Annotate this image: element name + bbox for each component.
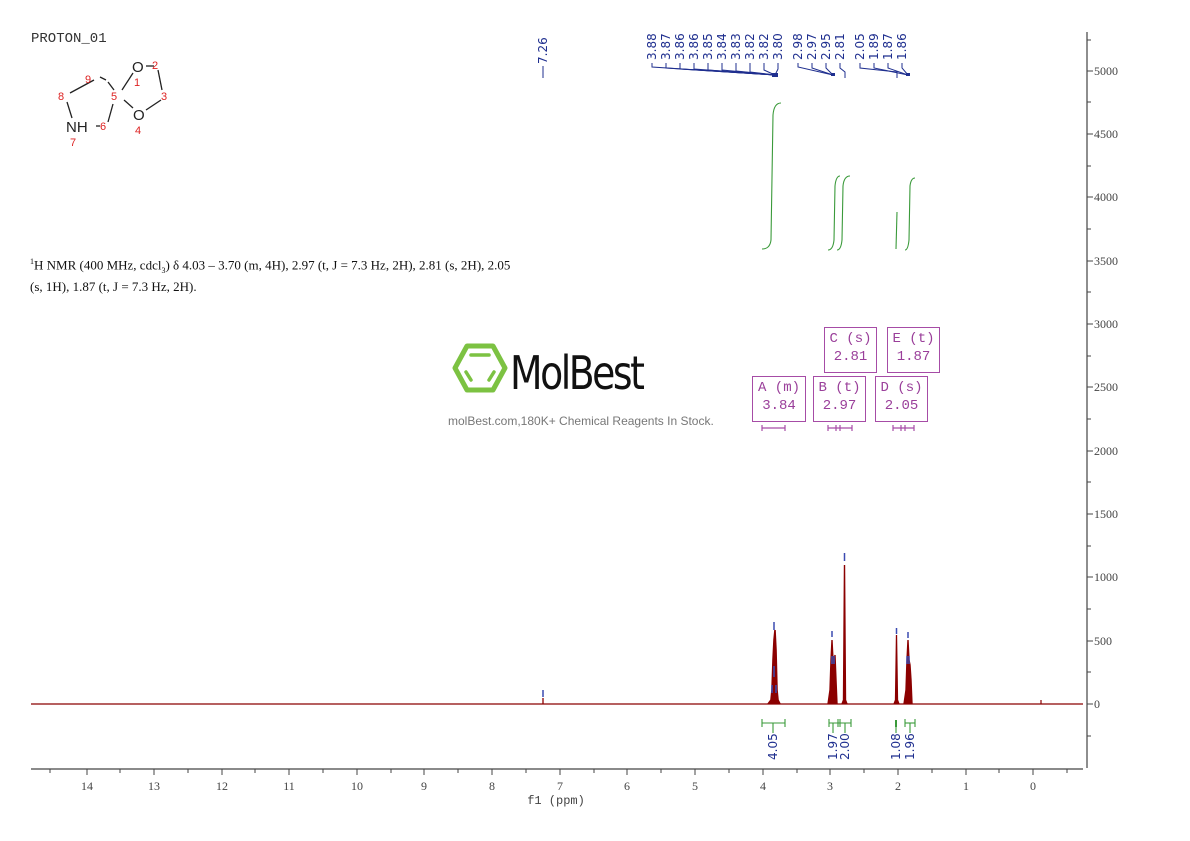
multiplet-box-c[interactable]: C (s) 2.81 xyxy=(824,327,877,373)
svg-text:4500: 4500 xyxy=(1094,127,1118,141)
svg-text:6: 6 xyxy=(100,121,106,133)
multiplet-box-b[interactable]: B (t) 2.97 xyxy=(813,376,866,422)
svg-text:3: 3 xyxy=(827,779,833,793)
svg-text:2500: 2500 xyxy=(1094,380,1118,394)
atom-o4: O xyxy=(133,107,145,124)
svg-text:2.00: 2.00 xyxy=(838,733,852,760)
svg-text:2: 2 xyxy=(152,60,158,72)
svg-text:12: 12 xyxy=(216,779,228,793)
svg-text:1.97: 1.97 xyxy=(826,733,840,760)
y-axis-labels: 5000 4500 4000 3500 3000 2500 2000 1500 … xyxy=(1094,64,1118,711)
svg-text:3.88: 3.88 xyxy=(645,33,659,60)
svg-text:13: 13 xyxy=(148,779,160,793)
svg-text:4.05: 4.05 xyxy=(766,733,780,760)
svg-text:4: 4 xyxy=(760,779,766,793)
svg-text:0: 0 xyxy=(1030,779,1036,793)
svg-text:9: 9 xyxy=(85,74,91,86)
svg-text:1500: 1500 xyxy=(1094,507,1118,521)
svg-text:10: 10 xyxy=(351,779,363,793)
svg-text:5: 5 xyxy=(111,91,117,103)
molecule-structure: O 1 2 3 O 4 5 6 NH 7 8 9 xyxy=(58,59,167,149)
svg-text:2.05: 2.05 xyxy=(853,33,867,60)
svg-text:3.82: 3.82 xyxy=(757,33,771,60)
svg-text:500: 500 xyxy=(1094,634,1112,648)
spectrum-title: PROTON_01 xyxy=(31,31,107,47)
x-axis-ticks xyxy=(49,769,1068,775)
svg-text:2.81: 2.81 xyxy=(833,33,847,60)
svg-text:2.98: 2.98 xyxy=(791,33,805,60)
svg-text:5: 5 xyxy=(692,779,698,793)
svg-text:1000: 1000 xyxy=(1094,570,1118,584)
svg-text:11: 11 xyxy=(283,779,295,793)
multiplet-box-e[interactable]: E (t) 1.87 xyxy=(887,327,940,373)
svg-text:1.87: 1.87 xyxy=(881,33,895,60)
svg-text:8: 8 xyxy=(58,91,64,103)
svg-text:2000: 2000 xyxy=(1094,444,1118,458)
svg-text:3.86: 3.86 xyxy=(687,33,701,60)
svg-text:1.86: 1.86 xyxy=(895,33,909,60)
svg-text:1: 1 xyxy=(963,779,969,793)
molbest-logo-icon xyxy=(452,343,508,393)
svg-text:3.82: 3.82 xyxy=(743,33,757,60)
svg-text:6: 6 xyxy=(624,779,630,793)
watermark-tagline: molBest.com,180K+ Chemical Reagents In S… xyxy=(448,414,714,428)
integral-values: 4.05 1.97 2.00 1.08 1.96 xyxy=(766,733,917,760)
svg-text:7: 7 xyxy=(70,137,76,149)
svg-text:1: 1 xyxy=(134,77,140,89)
svg-text:3.85: 3.85 xyxy=(701,33,715,60)
svg-text:14: 14 xyxy=(81,779,93,793)
svg-text:3.87: 3.87 xyxy=(659,33,673,60)
svg-text:5000: 5000 xyxy=(1094,64,1118,78)
peak-label-leaders xyxy=(542,63,909,78)
x-axis-title: f1 (ppm) xyxy=(527,794,585,808)
peak-markers xyxy=(542,553,910,697)
watermark-brand: MolBest xyxy=(510,346,645,400)
x-axis-labels: 14 13 12 11 10 9 8 7 6 5 4 3 2 1 0 xyxy=(81,779,1036,793)
svg-text:4000: 4000 xyxy=(1094,190,1118,204)
multiplet-box-a[interactable]: A (m) 3.84 xyxy=(752,376,806,422)
svg-text:1.96: 1.96 xyxy=(903,733,917,760)
svg-text:3.86: 3.86 xyxy=(673,33,687,60)
svg-text:3.84: 3.84 xyxy=(715,33,729,60)
svg-text:3500: 3500 xyxy=(1094,254,1118,268)
svg-text:7: 7 xyxy=(557,779,563,793)
svg-text:3000: 3000 xyxy=(1094,317,1118,331)
svg-text:0: 0 xyxy=(1094,697,1100,711)
svg-text:4: 4 xyxy=(135,125,141,137)
integral-brackets xyxy=(761,719,916,733)
peak-shift-labels: 7.26 3.88 3.87 3.86 3.86 3.85 3.84 3.83 … xyxy=(536,33,909,64)
svg-text:2.97: 2.97 xyxy=(805,33,819,60)
multiplet-ranges xyxy=(761,425,915,431)
svg-text:1.89: 1.89 xyxy=(867,33,881,60)
svg-text:7.26: 7.26 xyxy=(536,37,550,64)
svg-text:3.80: 3.80 xyxy=(771,33,785,60)
y-axis-ticks xyxy=(1087,39,1093,737)
svg-text:8: 8 xyxy=(489,779,495,793)
nmr-description: 1H NMR (400 MHz, cdcl3) δ 4.03 – 3.70 (m… xyxy=(30,257,511,294)
atom-nh: NH xyxy=(66,119,88,136)
spectrum-trace xyxy=(31,564,1083,705)
svg-text:2.95: 2.95 xyxy=(819,33,833,60)
multiplet-box-d[interactable]: D (s) 2.05 xyxy=(875,376,928,422)
svg-text:3.83: 3.83 xyxy=(729,33,743,60)
atom-o1: O xyxy=(132,59,144,76)
integral-curves xyxy=(761,102,916,251)
svg-text:2: 2 xyxy=(895,779,901,793)
svg-text:9: 9 xyxy=(421,779,427,793)
svg-text:1.08: 1.08 xyxy=(889,733,903,760)
svg-text:3: 3 xyxy=(161,91,167,103)
